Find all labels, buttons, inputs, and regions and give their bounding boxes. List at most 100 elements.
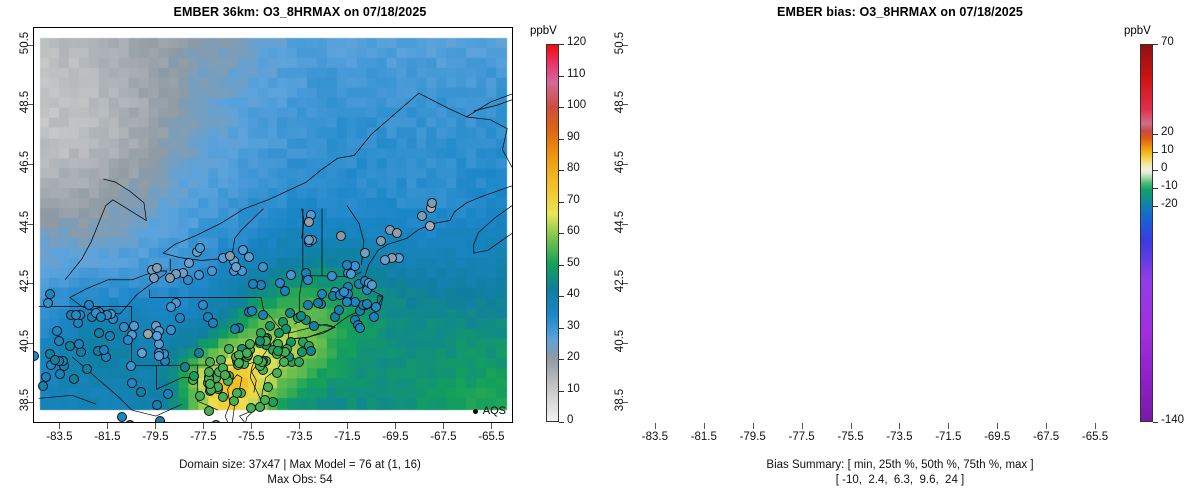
monitor-site[interactable] bbox=[128, 321, 139, 332]
monitor-site[interactable] bbox=[361, 298, 372, 309]
monitor-site[interactable] bbox=[342, 259, 353, 270]
monitor-site[interactable] bbox=[272, 367, 283, 378]
monitor-site[interactable] bbox=[153, 350, 164, 361]
monitor-site[interactable] bbox=[81, 364, 92, 374]
monitor-site[interactable] bbox=[304, 217, 315, 227]
monitor-site[interactable] bbox=[339, 286, 349, 297]
monitor-site[interactable] bbox=[241, 347, 252, 358]
monitor-site[interactable] bbox=[229, 324, 240, 334]
monitor-site[interactable] bbox=[302, 299, 313, 310]
monitor-site[interactable] bbox=[303, 234, 314, 245]
monitor-site[interactable] bbox=[182, 275, 193, 286]
monitor-site[interactable] bbox=[254, 402, 265, 413]
monitor-site[interactable] bbox=[95, 311, 106, 322]
monitor-site[interactable] bbox=[105, 330, 116, 341]
monitor-site[interactable] bbox=[71, 309, 82, 320]
monitor-site[interactable] bbox=[224, 343, 235, 354]
monitor-site[interactable] bbox=[255, 335, 266, 346]
monitor-site[interactable] bbox=[165, 324, 176, 335]
monitor-site[interactable] bbox=[230, 262, 241, 273]
monitor-site[interactable] bbox=[197, 300, 208, 311]
monitor-site[interactable] bbox=[117, 411, 128, 422]
monitor-site[interactable] bbox=[243, 251, 254, 262]
monitor-site[interactable] bbox=[427, 198, 438, 209]
monitor-site[interactable] bbox=[175, 312, 186, 323]
monitor-site[interactable] bbox=[195, 243, 206, 254]
monitor-site[interactable] bbox=[119, 321, 129, 332]
monitor-site[interactable] bbox=[225, 250, 236, 261]
monitor-site[interactable] bbox=[354, 322, 365, 333]
monitor-site[interactable] bbox=[54, 369, 65, 380]
monitor-site[interactable] bbox=[247, 306, 258, 316]
monitor-site[interactable] bbox=[257, 309, 268, 320]
monitor-site[interactable] bbox=[93, 328, 104, 339]
monitor-site[interactable] bbox=[336, 230, 347, 241]
monitor-site[interactable] bbox=[151, 262, 162, 273]
monitor-site[interactable] bbox=[370, 302, 381, 313]
monitor-site[interactable] bbox=[202, 311, 213, 322]
monitor-site[interactable] bbox=[286, 270, 297, 281]
monitor-site[interactable] bbox=[136, 347, 147, 358]
monitor-site[interactable] bbox=[234, 357, 245, 368]
monitor-site[interactable] bbox=[49, 354, 60, 365]
monitor-site[interactable] bbox=[126, 361, 137, 371]
monitor-site[interactable] bbox=[258, 261, 269, 272]
monitor-site[interactable] bbox=[151, 330, 162, 341]
monitor-site[interactable] bbox=[359, 247, 370, 258]
monitor-site[interactable] bbox=[194, 348, 205, 358]
monitor-site[interactable] bbox=[54, 335, 65, 346]
monitor-site[interactable] bbox=[73, 339, 84, 350]
monitor-site[interactable] bbox=[219, 370, 230, 380]
monitor-site[interactable] bbox=[204, 406, 214, 417]
monitor-site[interactable] bbox=[279, 286, 290, 296]
monitor-site[interactable] bbox=[148, 273, 159, 284]
monitor-site[interactable] bbox=[151, 400, 162, 410]
monitor-site[interactable] bbox=[122, 334, 133, 345]
monitor-site[interactable] bbox=[295, 310, 306, 321]
monitor-site[interactable] bbox=[99, 344, 110, 355]
monitor-site[interactable] bbox=[416, 210, 427, 221]
monitor-site[interactable] bbox=[52, 325, 63, 336]
monitor-site[interactable] bbox=[206, 265, 217, 276]
monitor-site[interactable] bbox=[193, 269, 204, 280]
monitor-site[interactable] bbox=[273, 346, 283, 357]
monitor-site[interactable] bbox=[210, 419, 221, 422]
monitor-site[interactable] bbox=[244, 338, 255, 349]
monitor-site[interactable] bbox=[207, 317, 218, 328]
monitor-site[interactable] bbox=[309, 320, 319, 331]
model-map-plot[interactable]: AQS bbox=[33, 27, 513, 423]
monitor-site[interactable] bbox=[425, 221, 436, 232]
monitor-site[interactable] bbox=[43, 298, 53, 309]
monitor-site[interactable] bbox=[45, 288, 56, 299]
monitor-site[interactable] bbox=[204, 379, 215, 390]
aqs-monitor-sites-left[interactable] bbox=[34, 28, 512, 422]
monitor-site[interactable] bbox=[41, 372, 52, 383]
monitor-site[interactable] bbox=[391, 227, 402, 238]
monitor-site[interactable] bbox=[180, 362, 191, 373]
monitor-site[interactable] bbox=[155, 415, 166, 422]
monitor-site[interactable] bbox=[125, 420, 136, 422]
monitor-site[interactable] bbox=[135, 386, 146, 397]
monitor-site[interactable] bbox=[127, 377, 138, 388]
monitor-site[interactable] bbox=[367, 279, 378, 290]
monitor-site[interactable] bbox=[231, 387, 242, 398]
monitor-site[interactable] bbox=[217, 391, 228, 402]
monitor-site[interactable] bbox=[284, 307, 295, 318]
monitor-site[interactable] bbox=[184, 257, 194, 268]
monitor-site[interactable] bbox=[312, 298, 323, 309]
monitor-site[interactable] bbox=[34, 350, 39, 361]
monitor-site[interactable] bbox=[302, 275, 313, 285]
monitor-site[interactable] bbox=[326, 270, 337, 281]
monitor-site[interactable] bbox=[195, 391, 206, 402]
monitor-site[interactable] bbox=[238, 244, 249, 255]
monitor-site[interactable] bbox=[342, 297, 353, 308]
monitor-site[interactable] bbox=[203, 366, 214, 377]
monitor-site[interactable] bbox=[334, 305, 345, 316]
monitor-site[interactable] bbox=[164, 272, 175, 283]
monitor-site[interactable] bbox=[380, 254, 391, 265]
monitor-site[interactable] bbox=[205, 357, 216, 368]
monitor-site[interactable] bbox=[262, 381, 273, 392]
monitor-site[interactable] bbox=[375, 236, 386, 246]
monitor-site[interactable] bbox=[293, 356, 304, 367]
monitor-site[interactable] bbox=[162, 389, 173, 400]
